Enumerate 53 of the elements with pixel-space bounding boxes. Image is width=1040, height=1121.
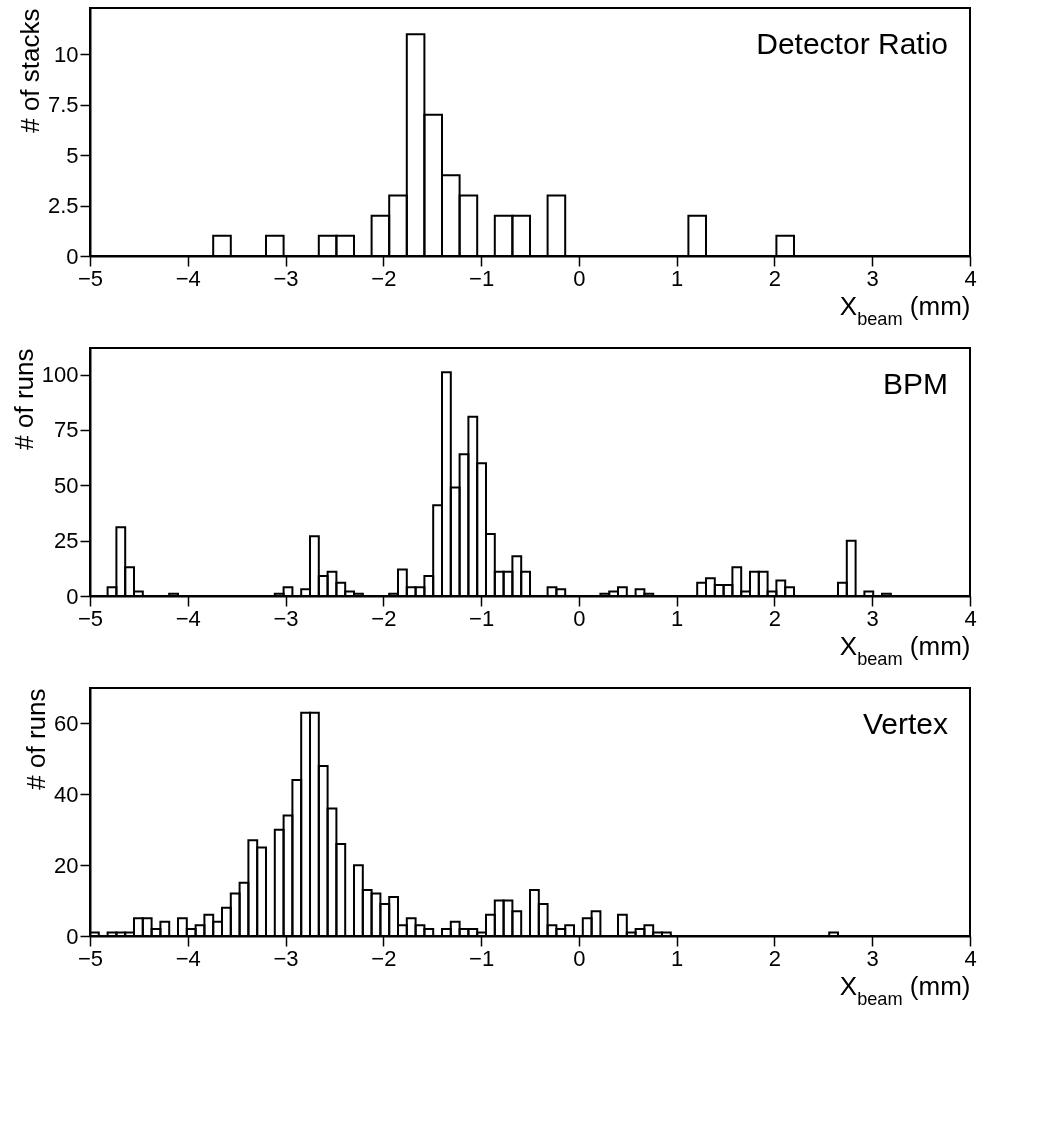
x-tick-label: −1 [469,605,495,631]
x-tick-label: 2 [768,945,782,971]
x-tick-label: −2 [371,605,397,631]
x-tick-label: −3 [273,265,299,291]
x-tick-label: 3 [866,265,879,291]
x-tick-label: 2 [768,605,782,631]
x-axis-title: X$_{beam}$ (mm) [839,630,971,669]
y-tick-label: 7.5 [47,92,79,118]
y-axis-title: # of stacks [14,8,45,133]
y-tick-label: 0 [66,923,79,949]
y-axis-title: # of runs [21,688,52,790]
y-tick-label: 0 [66,583,79,609]
x-tick-label: −2 [371,945,397,971]
y-tick-label: 50 [54,472,79,498]
y-tick-label: 100 [41,362,79,388]
y-tick-label: 2.5 [47,193,79,219]
x-axis-title: X$_{beam}$ (mm) [839,290,971,329]
y-tick-label: 20 [54,852,79,878]
y-tick-label: 25 [54,528,79,554]
x-tick-label: −1 [469,945,495,971]
x-tick-label: 3 [866,605,879,631]
y-tick-label: 10 [54,41,79,67]
x-tick-label: 1 [671,605,684,631]
x-tick-label: −3 [273,945,299,971]
x-tick-label: −1 [469,265,495,291]
x-tick-label: 1 [671,265,684,291]
x-axis-title: X$_{beam}$ (mm) [839,970,971,1009]
y-tick-label: 40 [54,781,79,807]
y-tick-label: 5 [66,142,79,168]
x-tick-label: −5 [77,265,104,291]
y-tick-label: 75 [54,417,79,443]
x-tick-label: 0 [573,605,586,631]
x-tick-label: 3 [866,945,879,971]
x-tick-label: 1 [671,945,684,971]
x-tick-label: 4 [964,605,977,631]
text: Vertex [862,707,948,740]
text: BPM [882,367,948,400]
x-tick-label: −3 [273,605,299,631]
text: Detector Ratio [756,27,948,60]
x-tick-label: −4 [175,605,201,631]
x-tick-label: 4 [964,265,977,291]
x-tick-label: −4 [175,945,201,971]
x-tick-label: −4 [175,265,201,291]
x-tick-label: −5 [77,945,104,971]
x-tick-label: 0 [573,945,586,971]
x-tick-label: 0 [573,265,586,291]
x-tick-label: −5 [77,605,104,631]
y-tick-label: 60 [54,710,79,736]
y-tick-label: 0 [66,243,79,269]
x-tick-label: 4 [964,945,977,971]
y-axis-title: # of runs [8,348,39,450]
x-tick-label: 2 [768,265,782,291]
x-tick-label: −2 [371,265,397,291]
